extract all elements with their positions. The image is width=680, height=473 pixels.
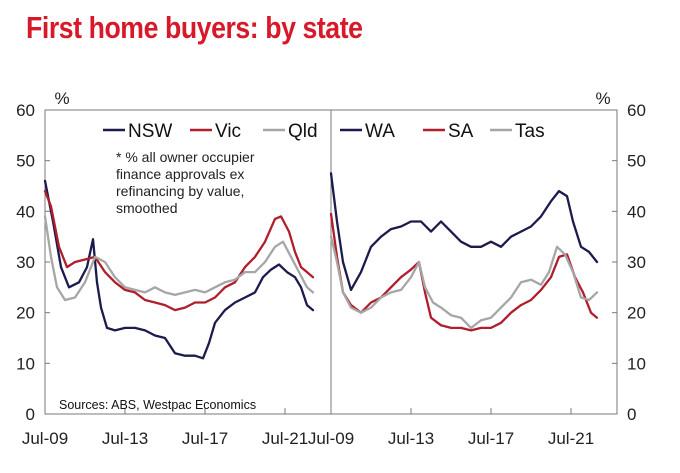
- footnote-line: finance approvals ex: [116, 166, 244, 182]
- series-line-sa: [329, 212, 599, 332]
- chart-axes: 0 10 20 30 40 50 60% Jul-09 Jul-13 Jul-17 Jul-21 0 1…: [16, 89, 646, 448]
- y-tick-label-right: 0: [627, 405, 636, 424]
- footnote-line: smoothed: [116, 200, 177, 216]
- y-tick-label-left: 20: [16, 304, 35, 323]
- x-tick-label: Jul-09: [22, 429, 68, 448]
- y-tick-label-left: 40: [16, 202, 35, 221]
- x-tick-label: Jul-13: [388, 429, 434, 448]
- legend-label-nsw: NSW: [128, 121, 172, 142]
- y-tick-label-left: 10: [16, 354, 35, 373]
- page-title: First home buyers: by state: [26, 10, 363, 45]
- source-label: Sources: ABS, Westpac Economics: [59, 398, 256, 412]
- x-tick-label: Jul-21: [262, 429, 308, 448]
- y-tick-label-right: 40: [627, 202, 646, 221]
- series-line-vic: [43, 189, 315, 312]
- legend-label-tas: Tas: [515, 121, 545, 142]
- unit-label-left: %: [54, 89, 69, 108]
- series-line-tas: [329, 235, 599, 330]
- unit-label-right: %: [595, 89, 610, 108]
- y-tick-label-right: 10: [627, 354, 646, 373]
- series-layer: [43, 172, 599, 360]
- x-tick-label: Jul-21: [548, 429, 594, 448]
- legend-label-vic: Vic: [215, 121, 241, 142]
- footnote-line: * % all owner occupier: [116, 149, 255, 165]
- y-tick-label-right: 20: [627, 304, 646, 323]
- x-tick-label: Jul-17: [182, 429, 228, 448]
- y-tick-label-right: 60: [627, 101, 646, 120]
- y-tick-label-left: 50: [16, 152, 35, 171]
- y-tick-label-right: 30: [627, 253, 646, 272]
- legend-layer: NSW Vic Qld WA SA Tas: [103, 121, 545, 142]
- y-tick-label-left: 0: [26, 405, 35, 424]
- footnote-line: refinancing by value,: [116, 183, 244, 199]
- legend-label-qld: Qld: [288, 121, 318, 142]
- x-tick-label: Jul-13: [102, 429, 148, 448]
- y-tick-label-left: 30: [16, 253, 35, 272]
- series-line-wa: [329, 172, 599, 292]
- series-line-qld: [43, 215, 315, 302]
- series-line-nsw: [43, 179, 315, 360]
- x-tick-label: Jul-09: [308, 429, 354, 448]
- legend-label-wa: WA: [365, 121, 395, 142]
- x-tick-label: Jul-17: [468, 429, 514, 448]
- y-tick-label-left: 60: [16, 101, 35, 120]
- legend-label-sa: SA: [448, 121, 474, 142]
- y-tick-label-right: 50: [627, 152, 646, 171]
